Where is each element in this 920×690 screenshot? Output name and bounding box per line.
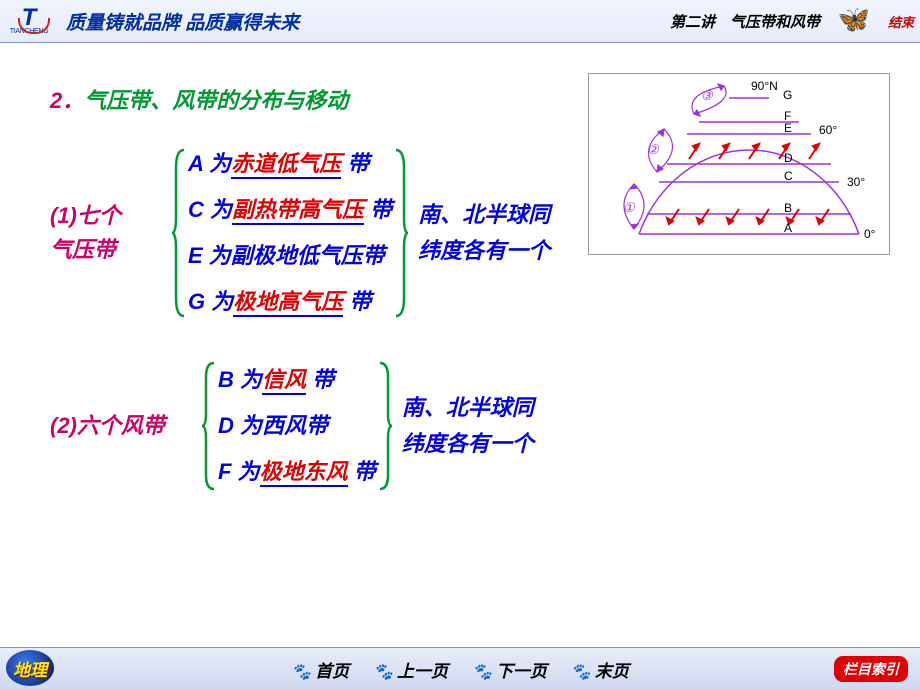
group1-note: 南、北半球同 纬度各有一个 [418,197,550,269]
item-A-post: 带 [341,151,369,176]
svg-text:30°: 30° [847,175,865,189]
group1-items: A 为赤道低气压 带 C 为副热带高气压 带 E 为副极地低气压带 G 为极地高… [188,145,392,321]
footer-bar: 地理 🐾首页 🐾上一页 🐾下一页 🐾末页 栏目索引 [0,647,920,690]
item-F-post: 带 [348,459,376,484]
item-G-post: 带 [343,289,371,314]
svg-text:A: A [784,221,792,235]
svg-text:③: ③ [701,88,714,103]
section-number: 2． [50,88,84,113]
column-index-button[interactable]: 栏目索引 [834,656,908,682]
item-G-fill: 极地高气压 [233,289,343,317]
paw-icon: 🐾 [571,664,591,681]
slogan-text: 质量铸就品牌 品质赢得未来 [66,8,299,35]
nav-prev[interactable]: 🐾上一页 [373,657,448,682]
svg-text:B: B [784,201,792,215]
nav-last[interactable]: 🐾末页 [571,657,629,682]
svg-text:F: F [784,109,791,123]
group2-note: 南、北半球同 纬度各有一个 [402,390,534,462]
nav-next-label: 下一页 [496,662,547,681]
svg-text:②: ② [647,142,660,157]
butterfly-icon: 🦋 [838,4,870,35]
subject-text: 地理 [13,656,47,681]
svg-text:90°N: 90°N [751,79,778,93]
group2-note-l2: 纬度各有一个 [402,426,534,462]
item-D: D 为西风带 [218,407,376,445]
nav-next[interactable]: 🐾下一页 [472,657,547,682]
item-E: E 为副极地低气压带 [188,237,392,275]
svg-text:0°: 0° [864,227,876,241]
item-B-fill: 信风 [262,367,306,395]
item-C-fill: 副热带高气压 [232,197,364,225]
nav-links: 🐾首页 🐾上一页 🐾下一页 🐾末页 [291,657,629,682]
paw-icon: 🐾 [291,664,311,681]
logo: T TIANCHENG [4,2,54,40]
nav-home-label: 首页 [315,662,349,681]
nav-prev-label: 上一页 [397,662,448,681]
group1-note-l1: 南、北半球同 [418,197,550,233]
svg-text:C: C [784,169,793,183]
group1-label-l1: (1)七个 [50,199,170,233]
pressure-belt-diagram: ① ② ③ 0° 30° 60° 90°N A B C D E F G [588,73,890,255]
svg-text:①: ① [623,200,636,215]
svg-text:E: E [784,121,792,135]
content-area: ① ② ③ 0° 30° 60° 90°N A B C D E F G 2．气压… [0,43,920,491]
header-bar: T TIANCHENG 质量铸就品牌 品质赢得未来 第二讲 气压带和风带 🦋 结… [0,0,920,43]
svg-text:60°: 60° [819,123,837,137]
item-C-post: 带 [364,197,392,222]
group2-note-l1: 南、北半球同 [402,390,534,426]
subject-badge: 地理 [6,650,54,686]
svg-text:G: G [783,88,792,102]
group1-note-l2: 纬度各有一个 [418,233,550,269]
item-A-fill: 赤道低气压 [231,151,341,179]
section-text: 气压带、风带的分布与移动 [84,88,348,113]
paw-icon: 🐾 [373,664,393,681]
item-G-pre: G 为 [188,289,233,314]
end-button[interactable]: 结束 [888,12,914,31]
right-brace-icon [392,145,410,321]
logo-letter: T [22,8,37,28]
svg-text:D: D [784,151,793,165]
left-brace-icon [170,145,188,321]
right-brace-icon [376,361,394,491]
item-B-post: 带 [306,367,334,392]
nav-last-label: 末页 [595,662,629,681]
group1-label: (1)七个 气压带 [50,199,170,267]
item-B-pre: B 为 [218,367,262,392]
item-C-pre: C 为 [188,197,232,222]
group2-label: (2)六个风带 [50,409,200,443]
item-A-pre: A 为 [188,151,231,176]
lecture-title: 第二讲 气压带和风带 [670,11,820,32]
item-F-pre: F 为 [218,459,260,484]
group-wind-belts: (2)六个风带 B 为信风 带 D 为西风带 F 为极地东风 带 南、北半球同 … [50,361,890,491]
left-brace-icon [200,361,218,491]
nav-home[interactable]: 🐾首页 [291,657,349,682]
group1-label-l2: 气压带 [50,233,170,267]
item-F-fill: 极地东风 [260,459,348,487]
paw-icon: 🐾 [472,664,492,681]
group2-items: B 为信风 带 D 为西风带 F 为极地东风 带 [218,361,376,491]
